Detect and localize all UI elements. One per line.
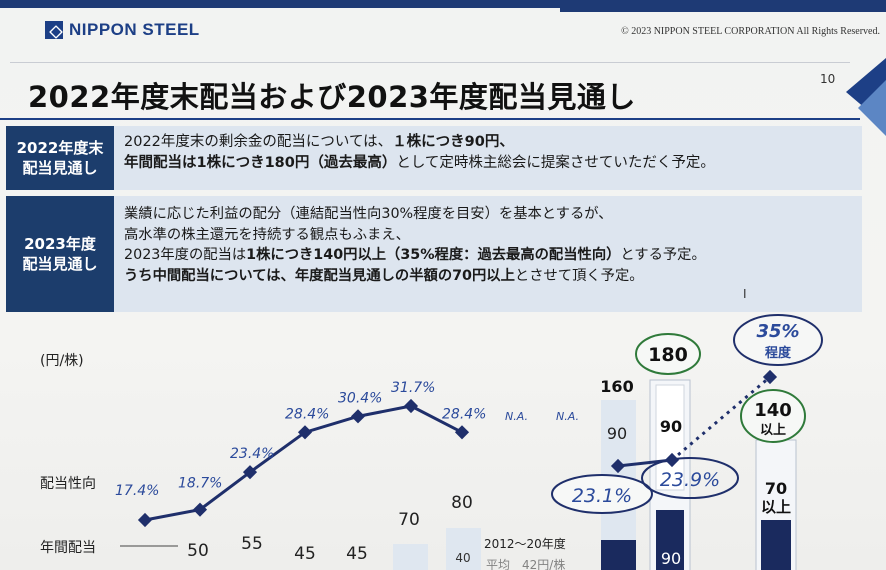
text-span: とさせて頂く予定。	[514, 268, 644, 285]
text-bold: 年間配当は1株につき180円（過去最高）	[124, 154, 397, 171]
ratio-circle	[551, 474, 653, 514]
logo-mark-icon	[45, 21, 63, 39]
page-number: 10	[820, 72, 836, 86]
text-bold: １株につき90円、	[392, 134, 514, 150]
bar-part-label: 90	[661, 549, 681, 568]
annual-dividend-value: 45	[346, 544, 368, 564]
annual-dividend-label: 年間配当	[40, 540, 96, 556]
annual-dividend-value: 55	[241, 534, 263, 554]
row-body-2022: 2022年度末の剰余金の配当については、１株につき90円、 年間配当は1株につき…	[114, 126, 862, 190]
text-span: 2023年度の配当は	[124, 247, 247, 264]
data-point-marker	[297, 425, 313, 440]
page-title: 2022年度末配当および2023年度配当見通し	[28, 80, 636, 114]
bar-total-label: 160	[600, 377, 633, 396]
text-cursor-icon: I	[743, 287, 747, 301]
data-point-marker	[454, 425, 470, 440]
bar-total-circle	[635, 333, 701, 375]
bar-2022-bottom	[656, 510, 684, 570]
company-logo: NIPPON STEEL	[45, 20, 200, 40]
data-point-marker	[242, 465, 258, 480]
payout-ratio-forecast-line	[671, 375, 771, 462]
row-text-line: 2023年度の配当は1株につき140円以上（35%程度：過去最高の配当性向）とす…	[124, 245, 852, 266]
row-label-2022: 2022年度末 配当見通し	[6, 126, 114, 190]
copyright-text: © 2023 NIPPON STEEL CORPORATION All Righ…	[621, 26, 880, 37]
na-label: N.A.	[556, 410, 579, 423]
row-label-line1: 2022年度末	[16, 138, 104, 157]
bar-part-label: 90	[660, 417, 682, 436]
row-text-line: 業績に応じた利益の配分（連結配当性向30%程度を目安）を基本とするが、	[124, 206, 613, 222]
ratio-circle-label: 35%	[756, 321, 799, 342]
logo-text: NIPPON STEEL	[69, 20, 200, 39]
title-divider	[10, 62, 850, 63]
payout-ratio-label: 配当性向	[40, 476, 96, 492]
top-stripe-accent	[560, 6, 886, 12]
row-label-line2: 配当見通し	[22, 159, 98, 177]
row-text-line: 2022年度末の剰余金の配当については、１株につき90円、	[124, 132, 852, 153]
title-underline	[0, 118, 860, 120]
avg-bar-light	[393, 544, 428, 570]
row-label-line2: 配当見通し	[22, 255, 98, 273]
dividend-row-2023: 2023年度 配当見通し 業績に応じた利益の配分（連結配当性向30%程度を目安）…	[6, 196, 862, 312]
ratio-circle-label: 23.1%	[572, 485, 632, 507]
row-label-2023: 2023年度 配当見通し	[6, 196, 114, 312]
period-note: 2012～20年度	[484, 537, 566, 551]
ratio-circle-label: 23.9%	[660, 469, 720, 491]
data-point-marker	[192, 502, 208, 517]
bar-2022-top	[655, 384, 685, 491]
data-label: 23.4%	[230, 446, 274, 462]
data-label: 28.4%	[285, 406, 329, 422]
data-label: 30.4%	[338, 390, 382, 406]
row-text-line: うち中間配当については、年度配当見通しの半額の70円以上とさせて頂く予定。	[124, 266, 852, 287]
period-average-note: 平均 42円/株	[486, 558, 566, 570]
annual-dividend-value: 50	[187, 541, 209, 561]
row-label-line1: 2023年度	[24, 234, 96, 253]
data-label: 18.7%	[178, 476, 222, 492]
bar-total-sublabel: 以上	[760, 423, 786, 438]
dividend-row-2022: 2022年度末 配当見通し 2022年度末の剰余金の配当については、１株につき9…	[6, 126, 862, 190]
data-point-marker	[403, 398, 419, 414]
data-label: 17.4%	[115, 483, 159, 499]
corner-triangle-light	[858, 80, 886, 136]
data-point-marker	[350, 409, 366, 424]
row-body-2023: 業績に応じた利益の配分（連結配当性向30%程度を目安）を基本とするが、 高水準の…	[114, 196, 862, 312]
ratio-circle	[641, 457, 739, 499]
avg-bar-light	[446, 528, 481, 570]
data-label: 28.4%	[442, 406, 486, 422]
payout-ratio-line	[144, 404, 463, 522]
annual-dividend-value: 80	[451, 493, 473, 513]
bar-part-label: 90	[607, 424, 627, 443]
text-span: とする予定。	[620, 247, 706, 264]
avg-bar-value: 40	[455, 551, 470, 565]
top-stripe	[0, 0, 886, 8]
bar-total-label: 180	[648, 344, 688, 366]
bar-total-label: 140	[754, 400, 792, 421]
data-point-marker	[137, 512, 153, 528]
text-bold: うち中間配当については、年度配当見通しの半額の70円以上	[124, 268, 515, 285]
row-text-line: 高水準の株主還元を持続する観点もふまえ、	[124, 226, 410, 243]
data-point-marker	[610, 458, 626, 474]
annual-dividend-value: 70	[398, 510, 420, 530]
annual-dividend-value: 45	[294, 544, 316, 564]
bar-2023-bottom	[761, 520, 791, 570]
chart-unit-label: (円/株)	[40, 353, 84, 369]
bar-2021-dark	[601, 540, 636, 570]
text-bold: 1株につき140円以上（35%程度：過去最高の配当性向）	[246, 247, 621, 264]
text-span: 2022年度末の剰余金の配当については、	[124, 134, 393, 150]
data-label: 31.7%	[391, 380, 435, 396]
na-label: N.A.	[505, 410, 528, 423]
ratio-circle-sublabel: 程度	[765, 345, 792, 361]
bar-part-label: 70	[765, 479, 787, 498]
data-point-marker	[762, 369, 778, 385]
ratio-circle	[733, 314, 823, 366]
row-text-line: 年間配当は1株につき180円（過去最高）として定時株主総会に提案させていただく予…	[124, 153, 852, 174]
bar-total-circle	[740, 389, 806, 443]
bar-part-sublabel: 以上	[761, 498, 791, 516]
text-span: として定時株主総会に提案させていただく予定。	[396, 154, 715, 171]
